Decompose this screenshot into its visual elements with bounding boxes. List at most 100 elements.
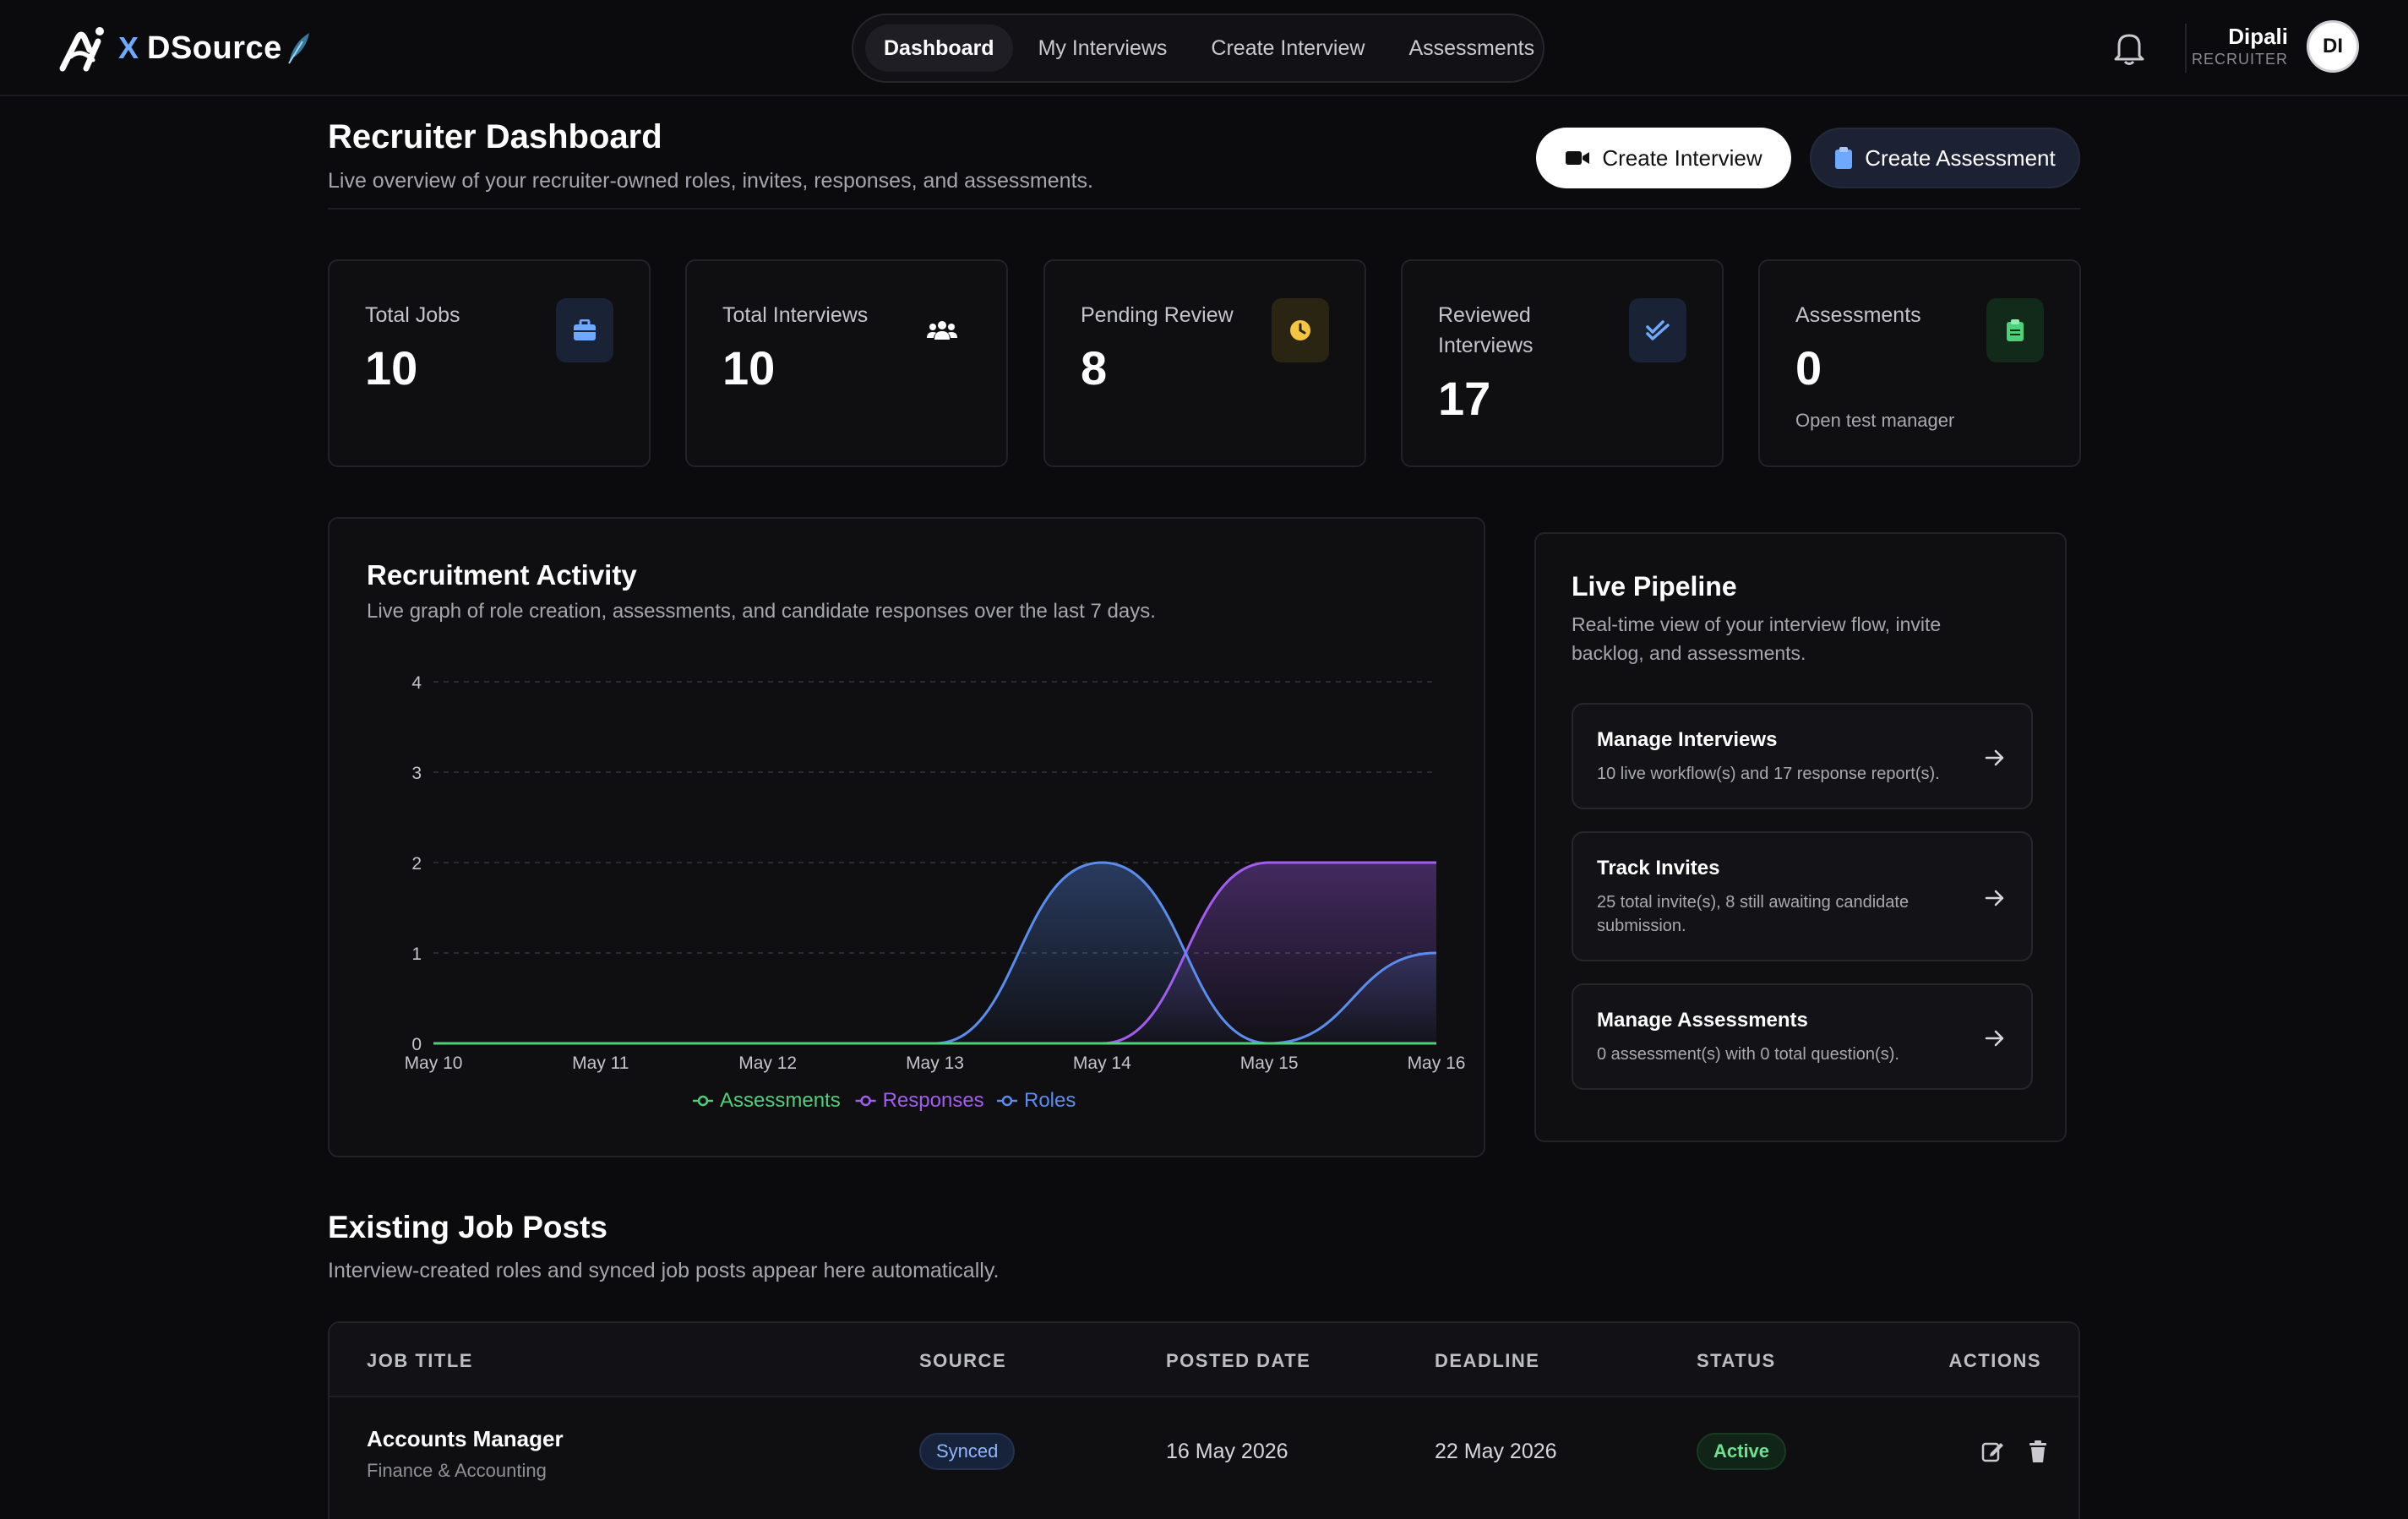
col-actions: ACTIONS bbox=[1948, 1350, 2041, 1371]
page-subtitle: Live overview of your recruiter-owned ro… bbox=[328, 169, 1093, 193]
jobs-section-subtitle: Interview-created roles and synced job p… bbox=[328, 1259, 1000, 1282]
x-tick-label: May 16 bbox=[1408, 1054, 1466, 1073]
edit-icon[interactable] bbox=[1980, 1440, 2004, 1463]
check-double-icon bbox=[1629, 298, 1686, 362]
clock-icon bbox=[1272, 298, 1329, 362]
logo-x: X bbox=[118, 30, 139, 65]
pipeline-item-desc: 25 total invite(s), 8 still awaiting can… bbox=[1597, 893, 1910, 935]
pipeline-item-title: Track Invites bbox=[1597, 857, 1720, 879]
stat-value: 10 bbox=[722, 341, 776, 395]
stat-value: 0 bbox=[1795, 341, 1822, 395]
clipboard-icon bbox=[1835, 147, 1853, 169]
y-tick-label: 4 bbox=[411, 673, 422, 693]
deadline: 22 May 2026 bbox=[1435, 1440, 1557, 1463]
legend-label: Responses bbox=[883, 1089, 984, 1112]
pipeline-item-desc: 10 live workflow(s) and 17 response repo… bbox=[1597, 765, 1940, 783]
top-bar: X DSource Dashboard My Interviews Create… bbox=[0, 0, 2408, 96]
x-tick-label: May 12 bbox=[738, 1054, 797, 1073]
stat-label: Total Interviews bbox=[722, 303, 869, 327]
job-title[interactable]: Accounts Manager bbox=[367, 1426, 564, 1451]
col-posted-date: POSTED DATE bbox=[1166, 1350, 1311, 1371]
logo-mark-icon bbox=[59, 27, 104, 72]
col-job-title: JOB TITLE bbox=[367, 1350, 473, 1371]
header-divider bbox=[2185, 24, 2187, 73]
arrow-right-icon bbox=[1985, 890, 2004, 906]
stat-card-total-interviews[interactable]: Total Interviews 10 bbox=[685, 259, 1008, 467]
col-source: SOURCE bbox=[919, 1350, 1007, 1371]
job-category: Finance & Accounting bbox=[367, 1460, 547, 1481]
clipboard-icon bbox=[1986, 298, 2044, 362]
user-role: RECRUITER bbox=[2191, 51, 2288, 68]
create-interview-button[interactable]: Create Interview bbox=[1536, 128, 1791, 188]
users-icon bbox=[913, 298, 971, 362]
arrow-right-icon bbox=[1985, 1030, 2004, 1047]
legend-label: Roles bbox=[1024, 1089, 1076, 1112]
job-posts-table: JOB TITLE SOURCE POSTED DATE DEADLINE ST… bbox=[328, 1321, 2080, 1519]
series-area-roles bbox=[433, 863, 1436, 1043]
col-status: STATUS bbox=[1697, 1350, 1776, 1371]
y-tick-label: 3 bbox=[411, 764, 422, 783]
stat-card-reviewed-interviews[interactable]: Reviewed Interviews 17 bbox=[1401, 259, 1724, 467]
stat-label: Total Jobs bbox=[365, 303, 460, 327]
legend-marker bbox=[1001, 1095, 1013, 1107]
nav-assessments[interactable]: Assessments bbox=[1408, 36, 1535, 60]
col-deadline: DEADLINE bbox=[1435, 1350, 1540, 1371]
nav-dashboard[interactable]: Dashboard bbox=[865, 24, 1013, 72]
status-badge: Active bbox=[1697, 1433, 1787, 1470]
legend-label: Assessments bbox=[720, 1089, 841, 1112]
x-tick-label: May 14 bbox=[1073, 1054, 1131, 1073]
stat-value: 17 bbox=[1438, 372, 1491, 425]
stat-card-pending-review[interactable]: Pending Review 8 bbox=[1043, 259, 1366, 467]
open-test-manager-link[interactable]: Open test manager bbox=[1795, 410, 1955, 431]
x-tick-label: May 13 bbox=[906, 1054, 964, 1073]
recruitment-activity-panel: Recruitment Activity Live graph of role … bbox=[328, 517, 1485, 1157]
pipeline-item-track-invites[interactable]: Track Invites 25 total invite(s), 8 stil… bbox=[1572, 831, 2033, 961]
x-tick-label: May 15 bbox=[1240, 1054, 1299, 1073]
briefcase-icon bbox=[556, 298, 613, 362]
x-tick-label: May 11 bbox=[572, 1054, 629, 1073]
pipeline-title: Live Pipeline bbox=[1572, 571, 1737, 602]
main-nav: Dashboard My Interviews Create Interview… bbox=[852, 14, 1544, 83]
stat-card-assessments[interactable]: Assessments 0 Open test manager bbox=[1758, 259, 2081, 467]
page-title: Recruiter Dashboard bbox=[328, 118, 662, 155]
pipeline-item-title: Manage Assessments bbox=[1597, 1009, 1808, 1032]
activity-chart[interactable]: 0 1 2 3 4 May 10 May 11 May 12 May 13 May 14 May 1… bbox=[330, 519, 1487, 1159]
jobs-section-title: Existing Job Posts bbox=[328, 1210, 608, 1244]
video-icon bbox=[1566, 151, 1590, 165]
stat-label: Pending Review bbox=[1081, 303, 1234, 327]
create-assessment-button[interactable]: Create Assessment bbox=[1810, 128, 2080, 188]
y-tick-label: 1 bbox=[411, 945, 422, 964]
activity-subtitle: Live graph of role creation, assessments… bbox=[367, 600, 1156, 623]
arrow-right-icon bbox=[1985, 749, 2004, 766]
y-tick-label: 0 bbox=[411, 1035, 422, 1054]
y-tick-label: 2 bbox=[411, 854, 422, 874]
activity-title: Recruitment Activity bbox=[367, 559, 637, 591]
stat-value: 8 bbox=[1081, 341, 1108, 395]
pipeline-subtitle: Real-time view of your interview flow, i… bbox=[1572, 613, 1942, 664]
table-header: JOB TITLE SOURCE POSTED DATE DEADLINE ST… bbox=[330, 1323, 2078, 1397]
create-assessment-label: Create Assessment bbox=[1865, 144, 2056, 171]
pipeline-item-manage-assessments[interactable]: Manage Assessments 0 assessment(s) with … bbox=[1572, 983, 2033, 1090]
pipeline-item-desc: 0 assessment(s) with 0 total question(s)… bbox=[1597, 1045, 1899, 1064]
trash-icon[interactable] bbox=[2026, 1440, 2050, 1463]
header-rule bbox=[328, 208, 2080, 210]
avatar[interactable]: DI bbox=[2307, 20, 2359, 73]
create-interview-label: Create Interview bbox=[1602, 144, 1762, 171]
pipeline-item-title: Manage Interviews bbox=[1597, 728, 1778, 751]
stat-label: Reviewed Interviews bbox=[1438, 303, 1534, 357]
nav-my-interviews[interactable]: My Interviews bbox=[1038, 36, 1168, 60]
legend-marker bbox=[860, 1095, 871, 1107]
logo-text: DSource bbox=[147, 30, 282, 66]
pipeline-item-manage-interviews[interactable]: Manage Interviews 10 live workflow(s) an… bbox=[1572, 703, 2033, 809]
stat-label: Assessments bbox=[1795, 303, 1921, 327]
stat-card-total-jobs[interactable]: Total Jobs 10 bbox=[328, 259, 651, 467]
feather-icon bbox=[287, 33, 309, 64]
stat-value: 10 bbox=[365, 341, 418, 395]
brand-logo[interactable]: X DSource bbox=[56, 22, 311, 74]
legend-marker bbox=[697, 1095, 709, 1107]
source-badge: Synced bbox=[919, 1433, 1016, 1470]
nav-create-interview[interactable]: Create Interview bbox=[1211, 36, 1365, 60]
live-pipeline-panel: Live Pipeline Real-time view of your int… bbox=[1534, 532, 2067, 1142]
bell-icon[interactable] bbox=[2112, 29, 2146, 66]
posted-date: 16 May 2026 bbox=[1166, 1440, 1288, 1463]
